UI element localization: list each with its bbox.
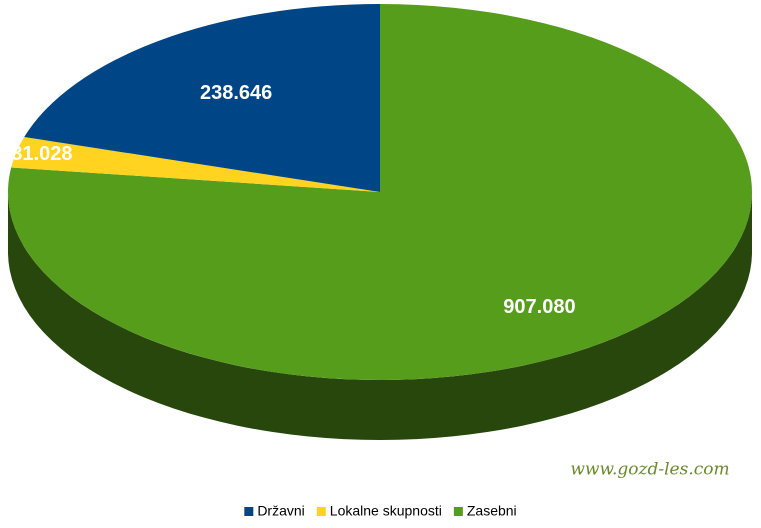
slice-side — [8, 192, 752, 440]
value-label: 238.646 — [200, 82, 272, 104]
legend-label: Zasebni — [467, 503, 517, 519]
slice — [24, 4, 380, 192]
slice — [7, 4, 752, 381]
pie — [7, 4, 752, 440]
legend-swatch — [244, 507, 254, 516]
legend: Državni Lokalne skupnosti Zasebni — [244, 503, 517, 519]
legend-label: Državni — [257, 503, 304, 519]
value-label: 907.080 — [503, 296, 575, 318]
watermark: www.gozd-les.com — [570, 460, 729, 480]
labels: 907.080 31.028 238.646 — [11, 82, 575, 318]
legend-swatch — [453, 507, 463, 516]
value-label: 31.028 — [11, 143, 72, 165]
legend-swatch — [316, 507, 326, 516]
legend-label: Lokalne skupnosti — [330, 503, 442, 519]
slice — [11, 137, 381, 192]
